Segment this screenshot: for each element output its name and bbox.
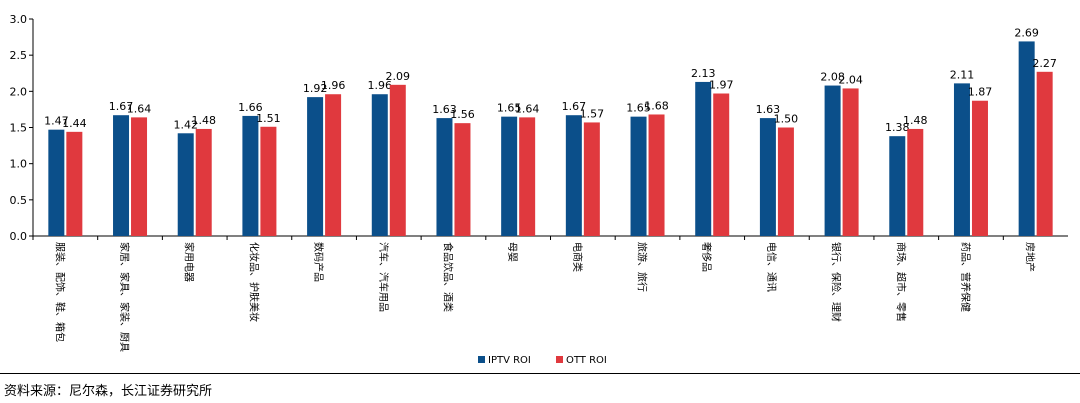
bar-ott xyxy=(907,128,924,236)
y-tick-label: 2.0 xyxy=(10,85,28,98)
legend-swatch-iptv xyxy=(478,356,485,363)
y-tick-label: 1.5 xyxy=(10,122,28,135)
bar-ott xyxy=(648,114,665,236)
data-label-ott: 1.64 xyxy=(127,102,152,115)
data-label-ott: 2.09 xyxy=(386,70,411,83)
data-label-ott: 1.44 xyxy=(62,117,87,130)
data-label-ott: 1.57 xyxy=(580,107,605,120)
bar-iptv xyxy=(177,133,194,236)
x-category-label: 房地产 xyxy=(1024,242,1037,272)
bar-iptv xyxy=(565,115,582,236)
bar-iptv xyxy=(501,116,518,236)
bar-ott xyxy=(325,94,342,236)
data-label-iptv: 1.65 xyxy=(497,102,522,115)
bar-ott xyxy=(195,128,212,236)
bar-iptv xyxy=(759,118,776,236)
data-label-iptv: 1.96 xyxy=(368,79,393,92)
data-label-ott: 1.87 xyxy=(968,86,993,99)
data-label-ott: 1.51 xyxy=(256,112,281,125)
x-category-label: 家居、家具、家装、厨具 xyxy=(118,242,131,352)
x-category-label: 母婴 xyxy=(506,242,518,262)
bar-iptv xyxy=(824,85,841,237)
bar-ott xyxy=(66,131,83,236)
data-label-ott: 2.04 xyxy=(838,73,863,86)
data-label-ott: 1.48 xyxy=(191,114,216,127)
data-label-iptv: 1.92 xyxy=(303,82,328,95)
data-label-iptv: 1.67 xyxy=(109,100,134,113)
source-note: 资料来源：尼尔森，长江证券研究所 xyxy=(4,384,213,399)
x-category-label: 电信、通讯 xyxy=(765,242,778,292)
x-category-label: 电商类 xyxy=(571,242,584,272)
y-tick-label: 2.5 xyxy=(10,49,28,62)
data-label-iptv: 1.47 xyxy=(44,115,69,128)
data-label-iptv: 1.65 xyxy=(626,102,651,115)
data-label-iptv: 1.63 xyxy=(756,103,781,116)
legend-label-ott: OTT ROI xyxy=(566,355,607,366)
legend-swatch-ott xyxy=(556,356,563,363)
data-label-iptv: 2.13 xyxy=(691,67,716,80)
data-label-iptv: 2.69 xyxy=(1014,26,1039,39)
y-tick-label: 0.5 xyxy=(10,194,28,207)
data-label-ott: 1.56 xyxy=(450,108,475,121)
bar-ott xyxy=(583,122,600,236)
x-category-label: 食品饮品、酒类 xyxy=(441,242,454,312)
bar-ott xyxy=(260,126,277,236)
data-label-ott: 2.27 xyxy=(1032,57,1057,70)
y-tick-label: 1.0 xyxy=(10,158,28,171)
x-category-label: 化妆品、护肤美妆 xyxy=(247,242,260,322)
bar-iptv xyxy=(1018,41,1035,236)
bar-iptv xyxy=(953,83,970,236)
bottom-rule xyxy=(0,373,1080,374)
bar-iptv xyxy=(695,81,712,237)
bar-ott xyxy=(519,117,536,236)
bar-iptv xyxy=(307,97,324,237)
bar-ott xyxy=(389,84,406,236)
bar-ott xyxy=(842,88,859,236)
bar-ott xyxy=(1036,71,1053,236)
bar-ott xyxy=(454,123,471,236)
data-label-iptv: 2.08 xyxy=(820,71,845,84)
bar-iptv xyxy=(113,115,130,236)
bar-ott xyxy=(713,93,730,237)
x-category-label: 家用电器 xyxy=(183,242,196,282)
y-tick-label: 0.0 xyxy=(10,230,28,243)
x-category-label: 商场、超市、零售 xyxy=(894,242,907,322)
data-label-iptv: 1.63 xyxy=(432,103,457,116)
x-category-label: 药品、营养保健 xyxy=(959,242,972,312)
y-tick-label: 3.0 xyxy=(10,13,28,26)
bar-iptv xyxy=(242,115,259,236)
data-label-iptv: 1.38 xyxy=(885,121,910,134)
bar-iptv xyxy=(630,116,647,236)
data-label-iptv: 1.66 xyxy=(238,101,263,114)
data-label-iptv: 2.11 xyxy=(950,68,975,81)
bar-iptv xyxy=(436,118,453,236)
data-label-ott: 1.48 xyxy=(903,114,928,127)
bar-ott xyxy=(131,117,148,236)
data-label-ott: 1.50 xyxy=(774,113,799,126)
legend-label-iptv: IPTV ROI xyxy=(488,355,531,366)
bar-iptv xyxy=(889,136,906,236)
x-category-label: 数码产品 xyxy=(312,242,325,282)
bar-ott xyxy=(777,127,794,236)
x-category-label: 奢侈品 xyxy=(700,242,713,272)
bar-iptv xyxy=(48,129,65,236)
x-category-label: 汽车、汽车用品 xyxy=(377,242,390,312)
bar-chart: 0.0 0.5 1.0 1.5 2.0 2.5 3.0 1.471.44 服装、配饰、鞋、箱包 1… xyxy=(10,13,1068,366)
bar-iptv xyxy=(371,94,388,236)
bar-ott xyxy=(971,100,988,236)
data-label-ott: 1.97 xyxy=(709,79,734,92)
data-label-ott: 1.96 xyxy=(321,79,346,92)
x-category-label: 服装、配饰、鞋、箱包 xyxy=(53,242,66,342)
data-label-ott: 1.68 xyxy=(644,99,669,112)
x-category-label: 银行、保险、理财 xyxy=(830,242,843,322)
data-label-iptv: 1.67 xyxy=(562,100,587,113)
x-category-label: 旅游、旅行 xyxy=(636,242,649,292)
data-label-ott: 1.64 xyxy=(515,102,540,115)
data-label-iptv: 1.42 xyxy=(173,118,198,131)
